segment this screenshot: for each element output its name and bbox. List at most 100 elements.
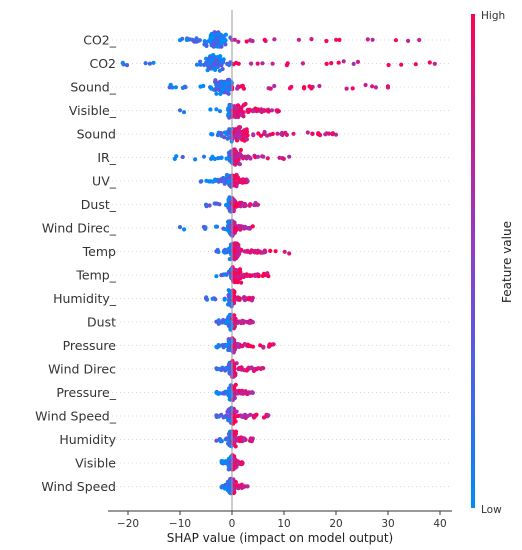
shap-point <box>210 154 215 159</box>
shap-point <box>262 272 267 278</box>
shap-point <box>261 108 267 113</box>
shap-point <box>287 154 292 159</box>
shap-point <box>244 155 249 160</box>
feature-rows: CO2_ CO2 Sound_ Visible_ Sound IR_ UV_ Dust_ Win… <box>35 33 452 494</box>
beeswarm-ir-underscore <box>172 147 292 167</box>
shap-point <box>234 256 239 261</box>
shap-point <box>224 249 229 255</box>
shap-point <box>231 456 236 461</box>
shap-point <box>208 179 213 184</box>
shap-point <box>227 196 232 201</box>
shap-point <box>251 414 256 419</box>
shap-point <box>203 202 209 207</box>
shap-point <box>120 60 125 65</box>
shap-point <box>235 320 240 325</box>
shap-point <box>237 135 242 140</box>
shap-point <box>336 60 341 65</box>
shap-point <box>224 459 229 464</box>
beeswarm-wind-direc <box>214 358 266 379</box>
x-tick-label: 20 <box>329 518 342 530</box>
shap-point <box>147 61 152 66</box>
shap-point <box>228 60 233 65</box>
shap-point <box>224 203 229 208</box>
shap-point <box>262 37 267 43</box>
shap-point <box>296 37 301 42</box>
shap-point <box>241 110 246 115</box>
shap-point <box>222 297 227 302</box>
shap-point <box>249 365 254 370</box>
shap-point <box>124 63 130 68</box>
shap-point <box>247 203 252 208</box>
shap-point <box>231 441 237 446</box>
beeswarm-wind-speed-underscore <box>214 405 271 426</box>
beeswarm-humidity-underscore <box>203 288 255 309</box>
shap-point <box>275 131 280 136</box>
shap-point <box>218 91 223 96</box>
shap-point <box>305 130 310 135</box>
colorbar-high-label: High <box>481 10 505 22</box>
shap-point <box>240 461 245 466</box>
shap-point <box>143 61 148 66</box>
shap-point <box>228 485 233 491</box>
shap-point <box>173 85 178 90</box>
shap-point <box>227 414 232 419</box>
shap-point <box>227 312 232 317</box>
shap-point <box>270 131 275 136</box>
shap-point <box>231 62 236 67</box>
shap-point <box>239 280 244 285</box>
shap-point <box>226 130 231 135</box>
shap-point <box>250 436 255 441</box>
shap-point <box>255 154 261 159</box>
shap-point <box>406 38 411 44</box>
shap-point <box>236 242 241 248</box>
shap-point <box>185 37 190 42</box>
shap-point <box>233 180 239 186</box>
x-axis-title: SHAP value (impact on model output) <box>167 531 394 545</box>
shap-point <box>250 320 255 325</box>
shap-point <box>261 366 266 371</box>
shap-point <box>255 61 260 66</box>
x-tick-label: −20 <box>117 518 139 530</box>
shap-point <box>370 37 375 42</box>
shap-point <box>219 273 224 278</box>
shap-point <box>236 61 241 66</box>
shap-point <box>261 154 266 159</box>
shap-point <box>214 344 219 349</box>
shap-point <box>283 130 288 135</box>
shap-point <box>282 249 287 254</box>
shap-point <box>250 295 255 300</box>
shap-point <box>222 130 227 135</box>
shap-point <box>265 133 270 138</box>
shap-point <box>181 110 187 115</box>
shap-point <box>214 319 219 324</box>
beeswarm-wind-direc-underscore <box>177 218 255 238</box>
shap-point <box>241 224 246 229</box>
shap-point <box>182 227 187 232</box>
shap-point <box>177 108 183 113</box>
shap-point <box>269 108 275 113</box>
shap-point <box>223 32 228 37</box>
shap-point <box>225 77 230 83</box>
shap-point <box>229 393 234 398</box>
shap-point <box>363 82 368 88</box>
shap-point <box>215 201 220 206</box>
shap-point <box>151 60 156 65</box>
shap-point <box>214 91 219 96</box>
shap-point <box>302 86 307 91</box>
shap-point <box>232 366 237 372</box>
shap-point <box>230 466 235 471</box>
shap-point <box>237 296 242 302</box>
shap-point <box>370 84 375 89</box>
shap-point <box>233 173 238 178</box>
shap-point <box>432 61 437 66</box>
shap-point <box>226 293 232 298</box>
beeswarm-visible-underscore <box>177 101 281 120</box>
shap-point <box>215 37 220 42</box>
shap-point <box>216 178 221 183</box>
x-tick-label: 10 <box>277 518 290 530</box>
shap-point <box>266 413 271 418</box>
shap-point <box>241 272 246 277</box>
shap-point <box>206 58 212 63</box>
colorbar <box>471 14 475 508</box>
